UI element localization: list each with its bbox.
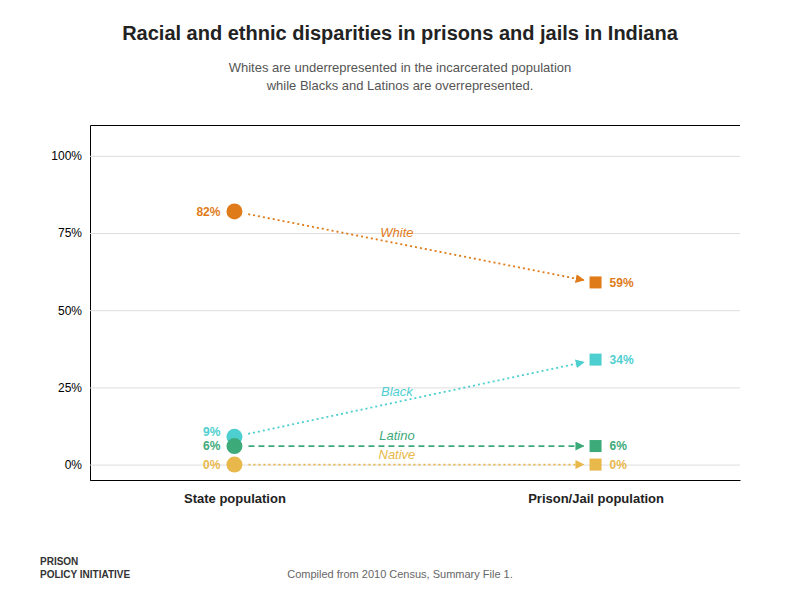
data-label: 0% xyxy=(203,458,221,472)
point-circle xyxy=(226,438,242,454)
tick: State population xyxy=(184,480,286,506)
footer-line: Compiled from 2010 Census, Summary File … xyxy=(287,568,513,580)
point-square xyxy=(590,354,602,366)
slope-line xyxy=(248,362,584,434)
subtitle: Whites are underrepresented in the incar… xyxy=(229,60,572,93)
y-axis: 0% 25% 50% 75% 100% xyxy=(51,126,740,481)
axis-line xyxy=(91,480,741,481)
grid-line xyxy=(90,233,740,234)
axis-line xyxy=(91,126,741,481)
data-label: 82% xyxy=(196,205,220,219)
x-axis: State population Prison/Jail population xyxy=(91,480,741,506)
slope-line xyxy=(248,214,584,280)
subtitle-line: Whites are underrepresented in the incar… xyxy=(229,60,572,75)
tick-label: Prison/Jail population xyxy=(528,491,664,506)
tick-label: 100% xyxy=(51,149,82,163)
plot-area xyxy=(226,203,601,472)
subtitle-line: while Blacks and Latinos are overreprese… xyxy=(266,78,534,93)
title: Racial and ethnic disparities in prisons… xyxy=(122,22,679,44)
grid-line xyxy=(90,465,740,466)
tick: Prison/Jail population xyxy=(528,480,664,506)
tick-label: State population xyxy=(184,491,286,506)
point-square xyxy=(590,459,602,471)
tick-label: 75% xyxy=(58,226,82,240)
logo-text: PRISON POLICY INITIATIVE xyxy=(40,556,131,580)
tick: 75% xyxy=(58,226,740,240)
tick-label: 25% xyxy=(58,381,82,395)
grid-line xyxy=(90,387,740,388)
tick-label: 0% xyxy=(65,458,83,472)
data-label: 6% xyxy=(203,439,221,453)
grid-line xyxy=(90,310,740,311)
tick-label: 50% xyxy=(58,304,82,318)
slope-line xyxy=(248,464,583,466)
grid-line xyxy=(90,156,740,157)
slope-line xyxy=(248,445,583,447)
point-circle xyxy=(226,457,242,473)
series-label: Native xyxy=(379,447,416,462)
data-label: 34% xyxy=(610,353,634,367)
chart: Racial and ethnic disparities in prisons… xyxy=(0,0,800,600)
logo-text-line: POLICY INITIATIVE xyxy=(40,569,131,580)
data-label: 59% xyxy=(610,276,634,290)
data-label: 6% xyxy=(610,439,628,453)
logo-text-line: PRISON xyxy=(40,556,78,567)
tick: 100% xyxy=(51,149,740,163)
footer: Compiled from 2010 Census, Summary File … xyxy=(287,568,513,580)
data-label: 0% xyxy=(610,458,628,472)
data-label: 9% xyxy=(203,425,221,439)
point-square xyxy=(590,276,602,288)
series-label: White xyxy=(380,225,413,240)
series-label: Black xyxy=(381,384,414,399)
point-square xyxy=(590,440,602,452)
point-circle xyxy=(226,203,242,219)
tick: 50% xyxy=(58,304,740,318)
series-label: Latino xyxy=(379,428,414,443)
